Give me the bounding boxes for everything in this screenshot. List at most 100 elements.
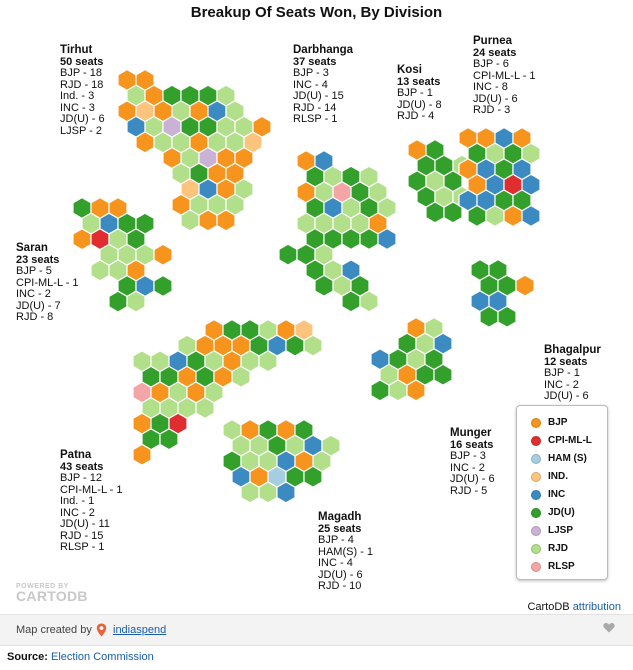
division-label-purnea: Purnea 24 seats BJP - 6 CPI-ML-L - 1 INC… <box>473 35 536 117</box>
result-line: RJD - 15 <box>60 529 104 542</box>
powered-by-text: POWERED BY <box>16 583 69 590</box>
division-cluster-saran[interactable] <box>72 196 173 313</box>
division-cluster-kosi[interactable] <box>407 138 472 224</box>
division-cluster-patna[interactable] <box>132 318 323 466</box>
result-line: INC - 2 <box>544 378 579 391</box>
seat-hex-rjd[interactable] <box>303 334 323 357</box>
legend-swatch <box>531 490 541 500</box>
division-cluster-bhagalpur[interactable] <box>470 258 535 328</box>
seat-hex-rjd[interactable] <box>126 290 146 313</box>
attribution-prefix: CartoDB <box>527 601 570 613</box>
attribution-link[interactable]: attribution <box>572 601 621 613</box>
seat-hex-jdu[interactable] <box>433 363 453 386</box>
location-pin-icon <box>96 623 107 637</box>
seat-hex-jdu[interactable] <box>467 204 487 228</box>
seat-hex-rjd[interactable] <box>258 481 278 504</box>
seat-hex-jdu[interactable] <box>108 290 128 313</box>
legend-label: RLSP <box>548 561 575 572</box>
division-cluster-tirhut[interactable] <box>117 68 272 232</box>
seat-hex-jdu[interactable] <box>341 227 361 251</box>
division-name: Kosi <box>397 64 422 76</box>
legend-label: LJSP <box>548 525 574 536</box>
division-cluster-munger[interactable] <box>370 316 453 402</box>
result-line: INC - 4 <box>293 78 328 91</box>
legend-swatch <box>531 454 541 464</box>
heart-icon[interactable] <box>603 622 615 633</box>
legend-label: RJD <box>548 543 569 554</box>
seat-hex-bjp[interactable] <box>503 204 523 228</box>
division-seats: 12 seats <box>544 355 588 368</box>
result-line: Ind. - 3 <box>60 90 95 102</box>
division-label-bhagalpur: Bhagalpur 12 seats BJP - 1 INC - 2 JD(U)… <box>544 344 601 403</box>
seat-hex-bjp[interactable] <box>132 443 152 466</box>
division-name: Patna <box>60 449 92 461</box>
legend-label: IND. <box>548 471 568 482</box>
result-line: HAM(S) - 1 <box>318 545 373 558</box>
result-line: RJD - 5 <box>450 484 488 497</box>
division-cluster-purnea[interactable] <box>458 126 541 228</box>
result-line: JD(U) - 6 <box>60 113 105 125</box>
seat-hex-jdu[interactable] <box>425 201 445 224</box>
result-line: JD(U) - 11 <box>60 518 110 530</box>
seat-hex-rjd[interactable] <box>388 379 408 402</box>
result-line: RJD - 14 <box>293 101 337 114</box>
attribution: CartoDB attribution <box>527 601 621 613</box>
result-line: BJP - 3 <box>450 450 486 462</box>
seat-hex-bjp[interactable] <box>153 243 173 266</box>
seat-hex-jdu[interactable] <box>153 274 173 298</box>
seat-hex-rjd[interactable] <box>231 365 251 388</box>
legend-label: JD(U) <box>548 507 575 518</box>
result-line: INC - 2 <box>450 461 485 474</box>
result-line: BJP - 3 <box>293 67 329 79</box>
result-line: BJP - 4 <box>318 534 354 546</box>
seat-hex-rjd[interactable] <box>258 350 278 373</box>
seat-hex-rjd[interactable] <box>90 259 110 282</box>
author-link[interactable]: indiaspend <box>113 624 167 636</box>
seat-hex-jdu[interactable] <box>314 274 334 297</box>
map-footer: Map created by indiaspend <box>0 614 633 646</box>
division-name: Tirhut <box>60 44 93 56</box>
division-label-patna: Patna 43 seats BJP - 12 CPI-ML-L - 1 Ind… <box>60 449 123 554</box>
seat-hex-rjd[interactable] <box>359 290 379 313</box>
seat-hex-rjd[interactable] <box>195 396 215 420</box>
seat-hex-jdu[interactable] <box>370 379 390 402</box>
legend-swatch <box>531 436 541 446</box>
seat-hex-bjp[interactable] <box>198 209 218 232</box>
map-title: Breakup Of Seats Won, By Division <box>190 4 443 21</box>
division-label-kosi: Kosi 13 seats BJP - 1 JD(U) - 8 RJD - 4 <box>397 64 442 123</box>
seat-hex-jdu[interactable] <box>359 227 379 251</box>
result-line: INC - 8 <box>473 81 508 93</box>
seat-hex-bjp[interactable] <box>216 209 236 232</box>
seat-hex-inc[interactable] <box>377 227 397 251</box>
seat-hex-rjd[interactable] <box>240 481 260 504</box>
seat-hex-rjd[interactable] <box>180 209 200 232</box>
seat-hex-bjp[interactable] <box>406 379 426 402</box>
seat-hex-bjp[interactable] <box>515 274 535 297</box>
seat-hex-jdu[interactable] <box>303 465 323 488</box>
division-label-saran: Saran 23 seats BJP - 5 CPI-ML-L - 1 INC … <box>16 242 79 324</box>
result-line: JD(U) - 6 <box>318 568 363 581</box>
seat-hex-jdu[interactable] <box>497 305 517 328</box>
seat-hex-inc[interactable] <box>521 204 541 228</box>
result-line: RJD - 10 <box>318 580 362 592</box>
source-link[interactable]: Election Commission <box>51 651 154 663</box>
division-seats: 37 seats <box>293 55 337 68</box>
result-line: RJD - 18 <box>60 78 104 91</box>
division-cluster-darbhanga[interactable] <box>278 149 397 313</box>
seat-hex-inc[interactable] <box>276 481 296 504</box>
result-line: BJP - 6 <box>473 58 509 70</box>
division-cluster-magadh[interactable] <box>222 418 341 504</box>
hexagon-seat-map[interactable] <box>0 0 633 612</box>
seat-hex-jdu[interactable] <box>159 428 179 451</box>
seat-hex-rjd[interactable] <box>485 204 505 228</box>
division-label-tirhut: Tirhut 50 seats BJP - 18 RJD - 18 Ind. -… <box>60 44 105 137</box>
seat-hex-jdu[interactable] <box>479 305 499 328</box>
result-line: JD(U) - 15 <box>293 90 344 102</box>
division-label-magadh: Magadh 25 seats BJP - 4 HAM(S) - 1 INC -… <box>318 511 373 593</box>
seat-hex-jdu[interactable] <box>278 243 298 266</box>
seat-hex-jdu[interactable] <box>341 290 361 313</box>
seat-hex-bjp[interactable] <box>135 131 155 154</box>
result-line: RJD - 3 <box>473 104 511 116</box>
seat-hex-jdu[interactable] <box>285 334 305 357</box>
division-seats: 23 seats <box>16 253 60 266</box>
